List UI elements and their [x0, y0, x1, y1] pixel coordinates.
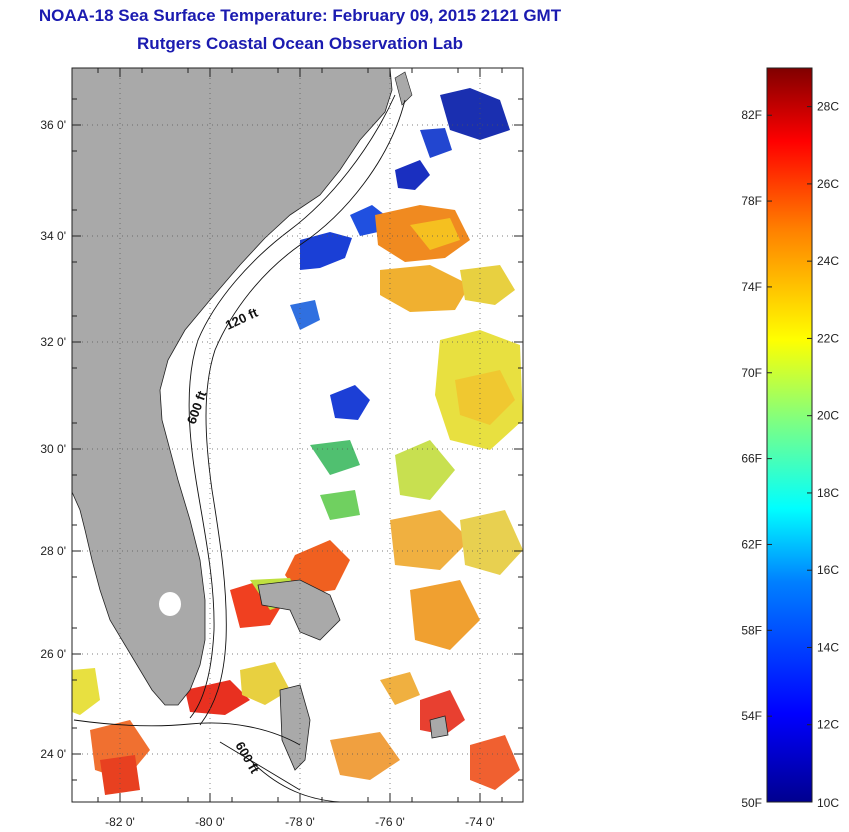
depth-contours — [73, 94, 406, 802]
lon-tick-label: -82 0' — [105, 815, 135, 829]
colorbar-label-c: 24C — [817, 254, 839, 268]
colorbar-label-f: 62F — [741, 537, 762, 551]
lon-tick-label: -80 0' — [195, 815, 225, 829]
colorbar-label-c: 18C — [817, 486, 839, 500]
colorbar-label-f: 66F — [741, 452, 762, 466]
colorbar-label-f: 54F — [741, 709, 762, 723]
lon-tick-label: -76 0' — [375, 815, 405, 829]
colorbar-label-c: 22C — [817, 331, 839, 345]
map-title: NOAA-18 Sea Surface Temperature: Februar… — [38, 6, 562, 25]
map-subtitle: Rutgers Coastal Ocean Observation Lab — [137, 34, 463, 53]
colorbar-label-f: 74F — [741, 280, 762, 294]
lake-okeechobee — [159, 592, 181, 616]
lat-tick-label: 24 0' — [40, 747, 66, 761]
lat-tick-label: 36 0' — [40, 118, 66, 132]
frame-ticks — [72, 68, 523, 802]
lon-tick-label: -74 0' — [465, 815, 495, 829]
colorbar-label-c: 10C — [817, 796, 839, 810]
colorbar-label-c: 28C — [817, 100, 839, 114]
sst-patches — [72, 88, 523, 795]
lat-tick-label: 26 0' — [40, 647, 66, 661]
lat-tick-label: 34 0' — [40, 229, 66, 243]
lat-tick-label: 28 0' — [40, 544, 66, 558]
colorbar-label-c: 14C — [817, 640, 839, 654]
colorbar — [766, 67, 813, 803]
colorbar-label-c: 26C — [817, 177, 839, 191]
land — [72, 68, 449, 771]
colorbar-label-f: 70F — [741, 366, 762, 380]
map-frame — [71, 67, 524, 803]
lon-tick-label: -78 0' — [285, 815, 315, 829]
latitude-labels: 24 0' 26 0' 28 0' 30 0' 32 0' 34 0' 36 0' — [40, 118, 66, 761]
colorbar-label-c: 12C — [817, 718, 839, 732]
colorbar-label-c: 20C — [817, 409, 839, 423]
colorbar-label-c: 16C — [817, 563, 839, 577]
colorbar-label-f: 58F — [741, 623, 762, 637]
colorbar-label-f: 78F — [741, 194, 762, 208]
colorbar-label-f: 50F — [741, 796, 762, 810]
colorbar-ticks: 28C 26C 24C 22C 20C 18C 16C 14C 12C 10C 82F 78F 74F 7… — [741, 100, 839, 810]
graticule — [72, 68, 523, 802]
lat-tick-label: 30 0' — [40, 442, 66, 456]
lat-tick-label: 32 0' — [40, 335, 66, 349]
longitude-labels: -82 0' -80 0' -78 0' -76 0' -74 0' — [105, 815, 495, 829]
colorbar-label-f: 82F — [741, 108, 762, 122]
